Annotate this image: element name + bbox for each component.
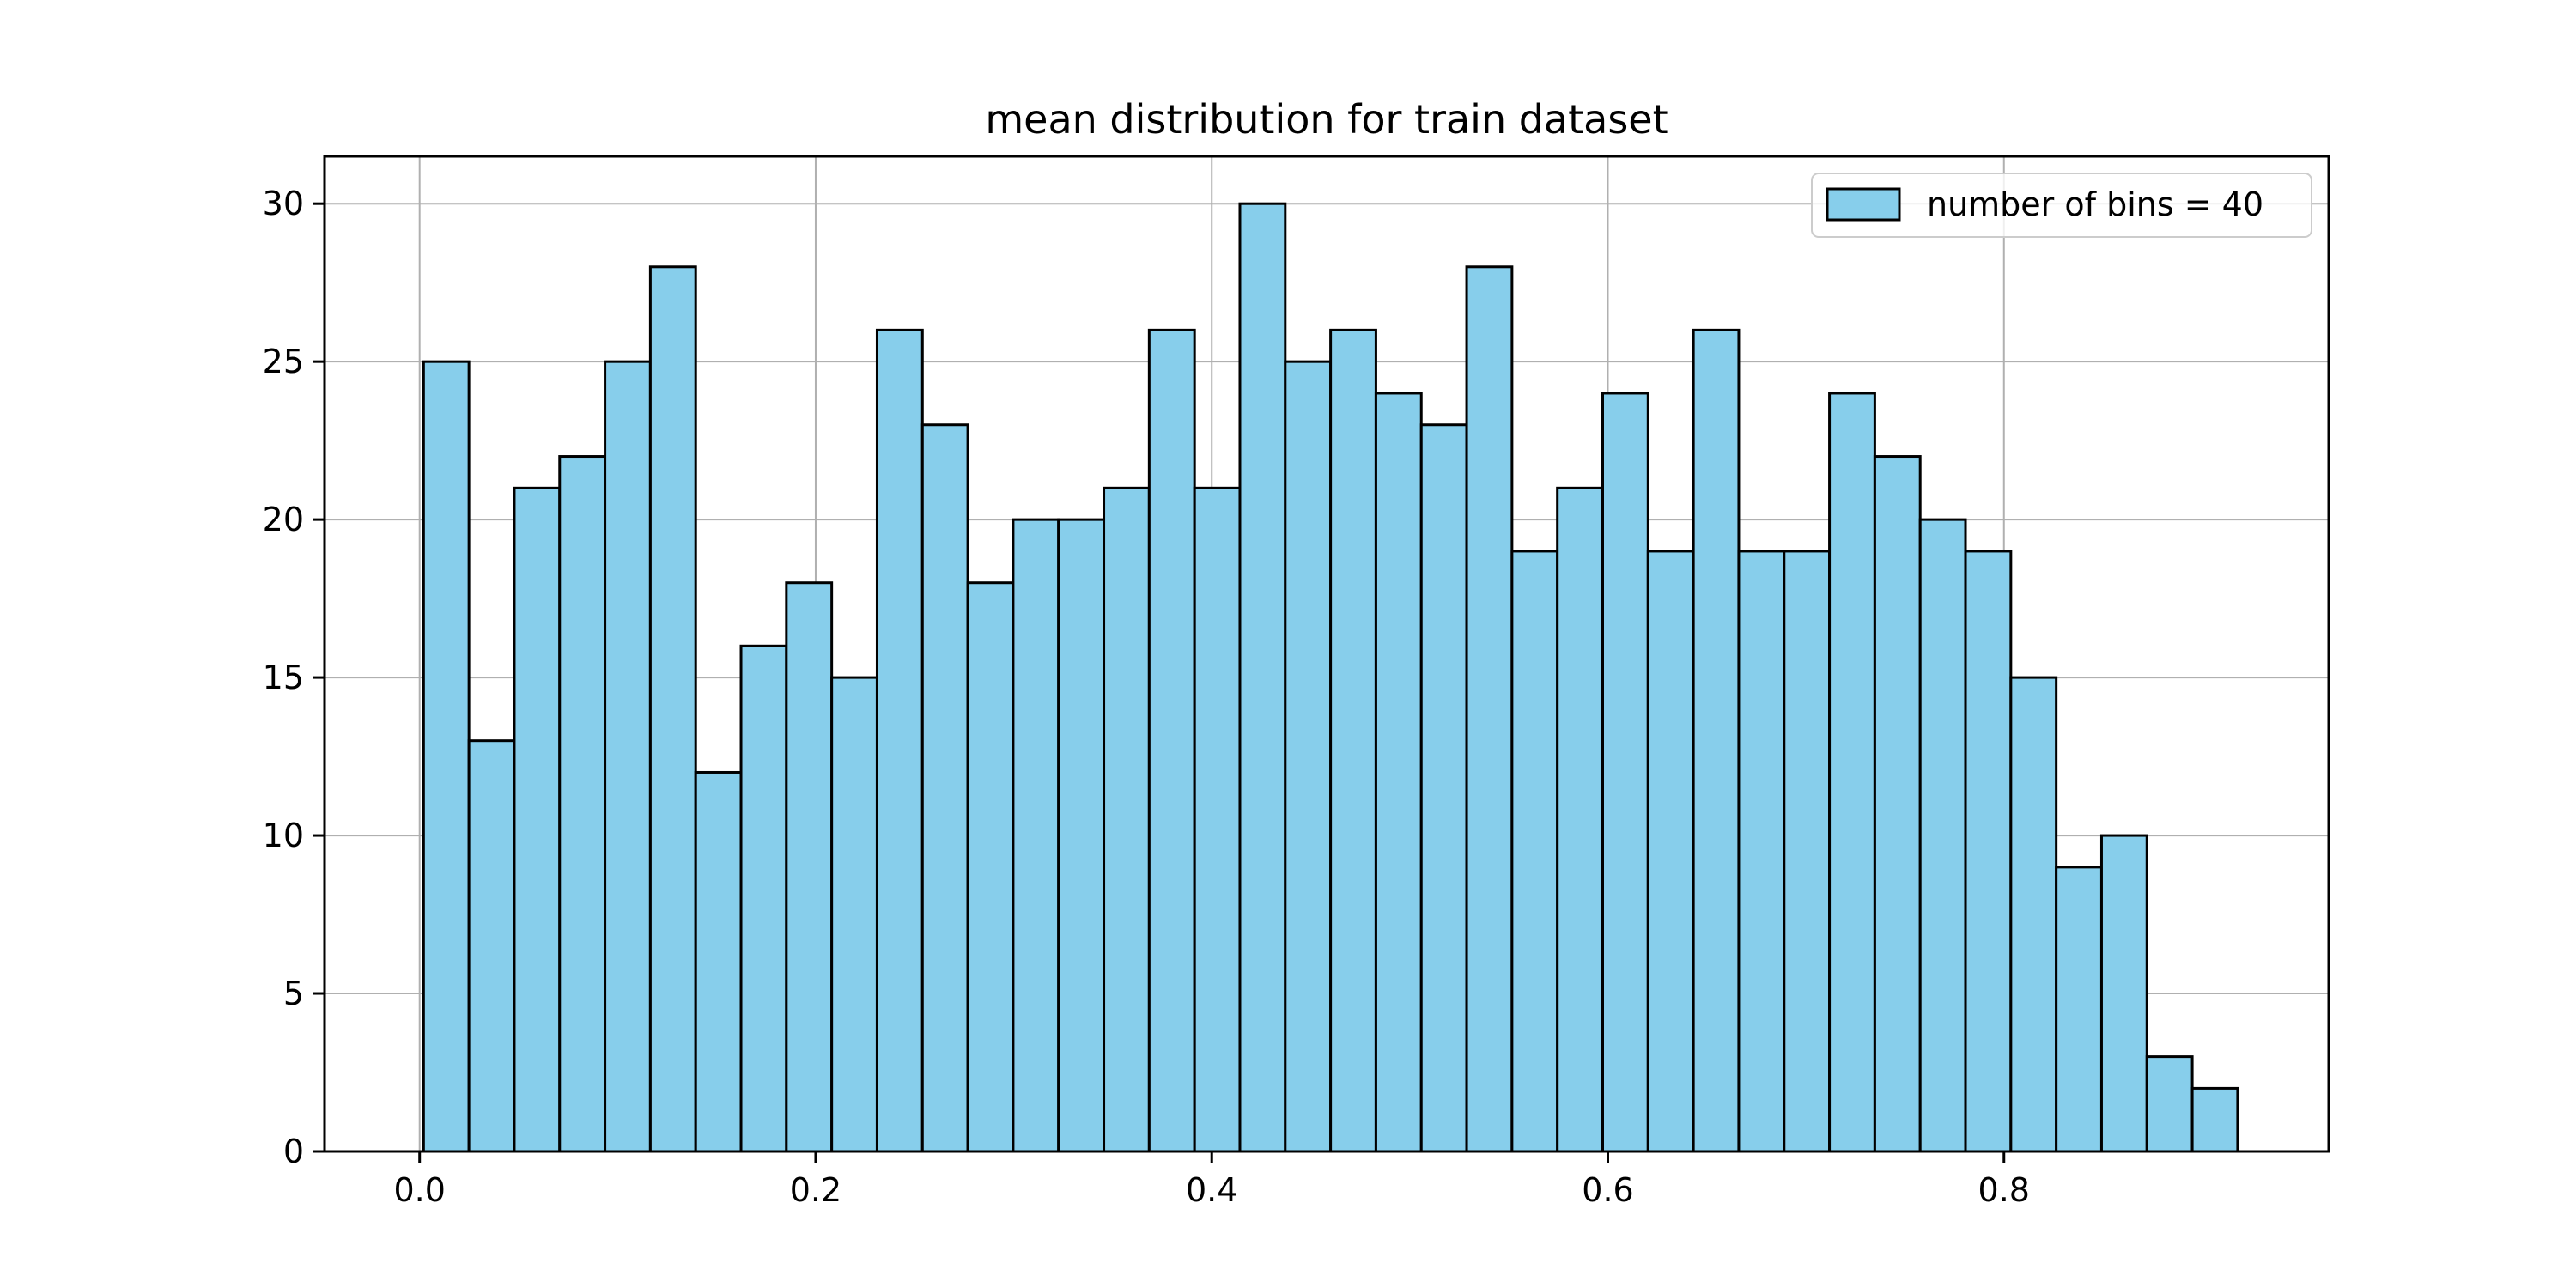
histogram-bar-36 bbox=[2009, 676, 2058, 1153]
histogram-bar-19 bbox=[1238, 202, 1287, 1153]
histogram-bar-1 bbox=[422, 360, 471, 1153]
histogram-bar-37 bbox=[2055, 866, 2103, 1153]
histogram-bar-13 bbox=[966, 581, 1015, 1153]
histogram-bar-31 bbox=[1783, 550, 1832, 1153]
y-tick-label: 15 bbox=[263, 659, 304, 696]
y-tick-label: 5 bbox=[283, 975, 304, 1012]
legend-label: number of bins = 40 bbox=[1927, 185, 2263, 223]
histogram-bar-23 bbox=[1419, 423, 1468, 1153]
histogram-bar-15 bbox=[1057, 518, 1106, 1153]
histogram-bar-29 bbox=[1692, 328, 1741, 1153]
histogram-bar-28 bbox=[1646, 550, 1695, 1153]
y-tick-label: 30 bbox=[263, 185, 304, 222]
histogram-bar-17 bbox=[1147, 328, 1196, 1153]
histogram-bar-16 bbox=[1103, 486, 1151, 1153]
histogram-bar-39 bbox=[2145, 1055, 2194, 1153]
axes-frame bbox=[323, 155, 2330, 1153]
histogram-bar-5 bbox=[604, 360, 652, 1153]
histogram-bar-8 bbox=[739, 644, 788, 1153]
y-tick-label: 0 bbox=[283, 1133, 304, 1170]
histogram-bar-35 bbox=[1964, 550, 2013, 1153]
histogram-bar-9 bbox=[785, 581, 834, 1153]
histogram-bar-18 bbox=[1193, 486, 1242, 1153]
y-tick-label: 20 bbox=[263, 501, 304, 538]
x-tick-label: 0.0 bbox=[393, 1171, 445, 1209]
histogram-bar-34 bbox=[1918, 518, 1967, 1153]
histogram-bar-12 bbox=[920, 423, 969, 1153]
y-tick-label: 10 bbox=[263, 817, 304, 854]
histogram-bar-11 bbox=[875, 328, 924, 1153]
histogram-bar-6 bbox=[648, 265, 697, 1153]
histogram-bar-14 bbox=[1012, 518, 1060, 1153]
histogram-bar-38 bbox=[2099, 834, 2148, 1153]
x-tick-label: 0.6 bbox=[1582, 1171, 1633, 1209]
legend-box bbox=[1811, 173, 2312, 238]
histogram-bar-27 bbox=[1601, 392, 1649, 1153]
histogram-bar-30 bbox=[1737, 550, 1786, 1153]
y-tick-label: 25 bbox=[263, 343, 304, 380]
chart-title: mean distribution for train dataset bbox=[985, 96, 1668, 143]
histogram-bar-2 bbox=[467, 739, 516, 1153]
histogram-bar-3 bbox=[513, 486, 562, 1153]
histogram-bar-22 bbox=[1374, 392, 1423, 1153]
histogram-bar-32 bbox=[1828, 392, 1876, 1153]
histogram-bar-26 bbox=[1556, 486, 1605, 1153]
histogram-bar-33 bbox=[1873, 455, 1922, 1153]
histogram-bar-20 bbox=[1284, 360, 1333, 1153]
axes: 0.0 0.2 0.4 0.6 0.8 0 5 10 15 20 25 30 bbox=[263, 155, 2330, 1209]
legend: number of bins = 40 bbox=[1811, 173, 2312, 238]
histogram-bar-4 bbox=[558, 455, 607, 1153]
x-tick-label: 0.4 bbox=[1186, 1171, 1237, 1209]
x-tick-label: 0.8 bbox=[1978, 1171, 2030, 1209]
histogram-bar-40 bbox=[2190, 1086, 2239, 1153]
legend-swatch bbox=[1826, 187, 1901, 222]
histogram-bar-10 bbox=[830, 676, 878, 1153]
histogram-bar-24 bbox=[1465, 265, 1514, 1153]
histogram-bars bbox=[422, 202, 2239, 1153]
x-tick-label: 0.2 bbox=[790, 1171, 841, 1209]
histogram-bar-21 bbox=[1329, 328, 1377, 1153]
histogram-bar-7 bbox=[694, 770, 743, 1153]
histogram-bar-25 bbox=[1510, 550, 1559, 1153]
